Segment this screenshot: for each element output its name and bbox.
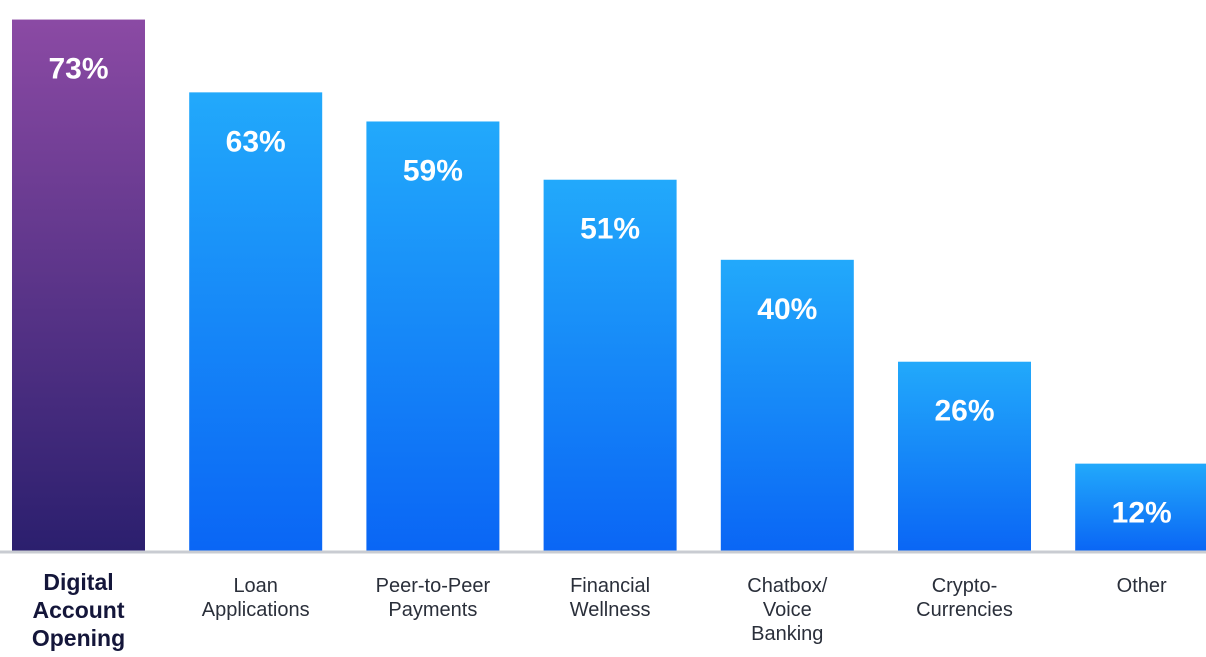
- category-label-4-line-0: Chatbox/: [747, 575, 827, 597]
- category-label-2-line-0: Peer-to-Peer: [376, 575, 491, 597]
- bars-layer: 73% 63% 59% 51% 40% 26% 12%: [12, 19, 1206, 552]
- category-label-1-line-0: Loan: [233, 575, 278, 597]
- category-label-1-line-1: Applications: [202, 599, 310, 621]
- bar-value-label-4: 40%: [757, 293, 817, 326]
- bar-value-label-5: 26%: [934, 395, 994, 428]
- bar-value-label-1: 63%: [226, 125, 286, 158]
- bar-6: [1075, 463, 1206, 551]
- bar-value-label-2: 59%: [403, 154, 463, 187]
- bar-2: [366, 121, 500, 551]
- bar-4: [720, 259, 854, 551]
- category-label-5-line-1: Currencies: [916, 599, 1013, 621]
- category-label-6-line-0: Other: [1117, 575, 1167, 597]
- bar-5: [898, 361, 1031, 551]
- category-label-0-line-1: Account: [33, 597, 125, 623]
- category-label-0-line-0: Digital: [43, 569, 113, 595]
- category-label-2-line-1: Payments: [388, 599, 477, 621]
- category-label-5-line-0: Crypto-: [932, 575, 998, 597]
- bar-3: [543, 179, 677, 551]
- bar-1: [189, 92, 323, 552]
- category-label-3-line-0: Financial: [570, 575, 650, 597]
- bar-value-label-3: 51%: [580, 213, 640, 246]
- category-label-4-line-1: Voice: [763, 599, 812, 621]
- bar-value-label-6: 12%: [1112, 497, 1172, 530]
- category-label-3-line-1: Wellness: [570, 599, 651, 621]
- bar-0: [12, 19, 145, 552]
- category-label-4-line-2: Banking: [751, 623, 823, 645]
- category-label-0-line-2: Opening: [32, 625, 125, 651]
- bar-value-label-0: 73%: [48, 53, 108, 86]
